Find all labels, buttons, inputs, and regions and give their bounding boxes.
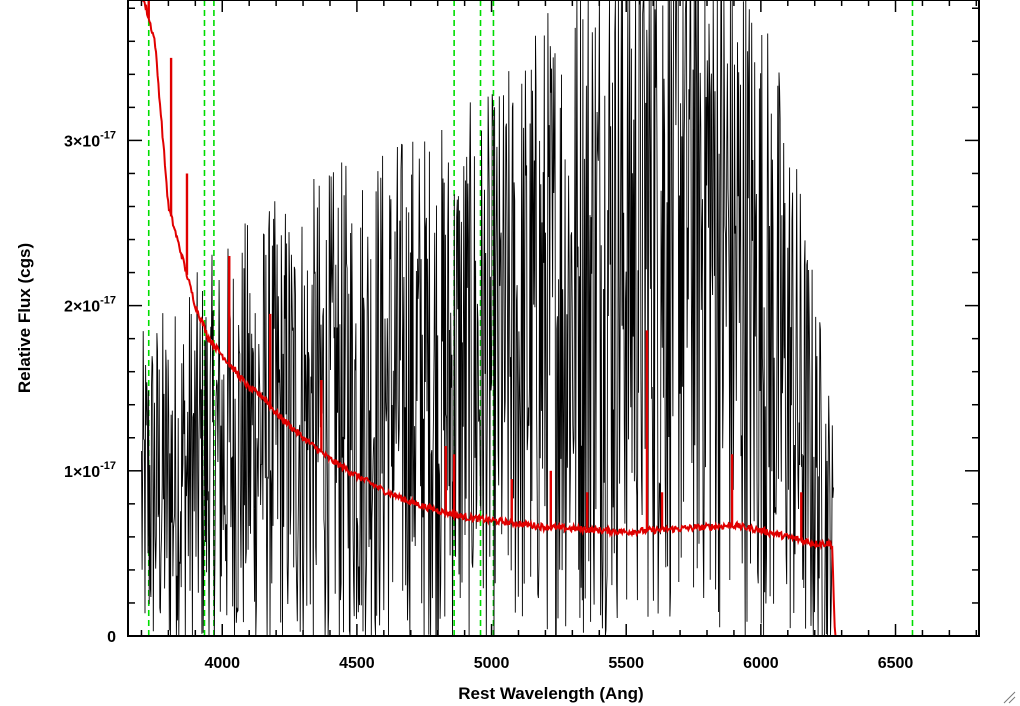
series-line-0 xyxy=(141,0,834,637)
plot-border xyxy=(127,0,980,637)
plot-frame xyxy=(127,0,980,637)
y-tick-label-1: 1×10-17 xyxy=(64,460,116,481)
x-tick-label-1: 4500 xyxy=(339,655,375,672)
x-tick-label-3: 5500 xyxy=(608,655,644,672)
y-tick-label-3: 3×10-17 xyxy=(64,129,116,150)
tick-labels: 4000 4500 5000 5500 6000 6500 0 1×10-17 2×10-17 3… xyxy=(64,129,913,672)
x-tick-label-4: 6000 xyxy=(743,655,779,672)
y-tick-label-0: 0 xyxy=(107,629,116,646)
x-axis-title: Rest Wavelength (Ang) xyxy=(458,684,643,703)
resize-grip-icon[interactable] xyxy=(1002,690,1016,704)
y-tick-label-2: 2×10-17 xyxy=(64,295,116,316)
x-tick-label-2: 5000 xyxy=(474,655,510,672)
y-axis-title: Relative Flux (cgs) xyxy=(15,243,34,393)
x-tick-label-5: 6500 xyxy=(878,655,914,672)
x-tick-label-0: 4000 xyxy=(204,655,240,672)
series-lines xyxy=(141,0,979,637)
